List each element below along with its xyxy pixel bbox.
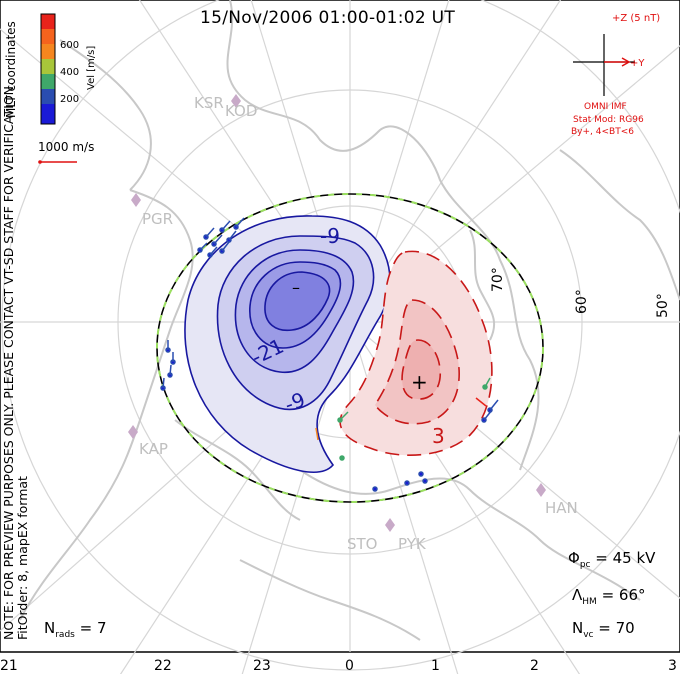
- mlt-tick-21: 21: [0, 658, 18, 674]
- lambda-hm-symbol: Λ: [572, 586, 583, 604]
- n-vc-subscript: vc: [583, 630, 594, 640]
- lambda-hm-subscript: HM: [582, 597, 597, 607]
- n-rads-symbol: N: [44, 619, 56, 637]
- lambda-hm-value: = 66°: [601, 586, 646, 604]
- negative-extremum-marker: –: [292, 278, 300, 297]
- station-label-han: HAN: [545, 499, 578, 517]
- mlt-tick-22: 22: [154, 658, 172, 674]
- heppner-maynard-boundary: [156, 193, 544, 503]
- phi-pc-symbol: Φ: [568, 549, 580, 567]
- station-marker-pgr: [131, 193, 141, 207]
- latitude-label-70: 70°: [490, 267, 506, 292]
- station-label-kod: KOD: [225, 102, 258, 120]
- mlt-tick-2: 2: [530, 658, 539, 674]
- imf-dial: [573, 34, 635, 96]
- cross-polar-cap-potential: Φpc = 45 kV: [568, 549, 655, 570]
- vector-count: Nvc = 70: [572, 619, 635, 640]
- latitude-label-50: 50°: [655, 293, 671, 318]
- n-rads-subscript: rads: [55, 630, 75, 640]
- imf-source: OMNI IMF: [584, 102, 627, 112]
- positive-potential-cell: [339, 250, 493, 457]
- mlt-tick-3: 3: [668, 658, 677, 674]
- station-label-pyk: PYK: [398, 535, 426, 553]
- imf-model: Stat Mod: RG96: [573, 115, 644, 125]
- colorbar-tick-400: 400: [60, 67, 79, 78]
- colorbar-tick-600: 600: [60, 40, 79, 51]
- imf-scale-label: +Z (5 nT): [612, 13, 661, 24]
- colorbar-label: Vel [m/s]: [86, 46, 97, 90]
- phi-pc-subscript: pc: [579, 560, 591, 570]
- positive-extremum-marker: +: [411, 370, 428, 394]
- station-marker-ksr: [231, 94, 241, 108]
- station-marker-sto: [385, 518, 395, 532]
- colorbar-tick-200: 200: [60, 94, 79, 105]
- station-label-ksr: KSR: [194, 94, 224, 112]
- n-vc-value: = 70: [598, 619, 635, 637]
- station-label-pgr: PGR: [142, 210, 174, 228]
- n-vc-symbol: N: [572, 619, 584, 637]
- map-title: 15/Nov/2006 01:00-01:02 UT: [200, 8, 456, 28]
- preview-note-line1: NOTE: FOR PREVIEW PURPOSES ONLY. PLEASE …: [1, 82, 16, 640]
- mlt-tick-1: 1: [431, 658, 440, 674]
- preview-note-line2: FitOrder: 8, mapEX format: [15, 476, 30, 640]
- reference-vector-label: 1000 m/s: [38, 140, 95, 154]
- contour-label-pos-1: 3: [432, 424, 445, 448]
- coastlines: [19, 0, 680, 641]
- plot-frame: [0, 0, 680, 653]
- contour-label-neg-1: -9: [320, 224, 340, 248]
- station-marker-han: [536, 483, 546, 497]
- mlt-tick-23: 23: [253, 658, 271, 674]
- reference-vector-origin: [38, 160, 42, 164]
- station-label-sto: STO: [347, 535, 378, 553]
- radar-count: Nrads = 7: [44, 619, 107, 640]
- station-marker-kap: [128, 425, 138, 439]
- velocity-vectors: [160, 217, 499, 492]
- preview-note: NOTE: FOR PREVIEW PURPOSES ONLY. PLEASE …: [1, 82, 30, 640]
- imf-y-label: +Y: [630, 58, 645, 69]
- latitude-label-60: 60°: [574, 289, 590, 314]
- negative-potential-cell: [184, 215, 391, 473]
- station-label-kap: KAP: [139, 440, 168, 458]
- phi-pc-value: = 45 kV: [595, 549, 656, 567]
- coordinates-label: MLT coordinates: [4, 21, 18, 118]
- n-rads-value: = 7: [79, 619, 107, 637]
- velocity-colorbar: [40, 13, 56, 125]
- imf-condition: By+, 4<BT<6: [571, 127, 634, 137]
- station-markers: [128, 94, 546, 532]
- hm-boundary-latitude: ΛHM = 66°: [572, 586, 646, 607]
- mlt-tick-0: 0: [345, 658, 354, 674]
